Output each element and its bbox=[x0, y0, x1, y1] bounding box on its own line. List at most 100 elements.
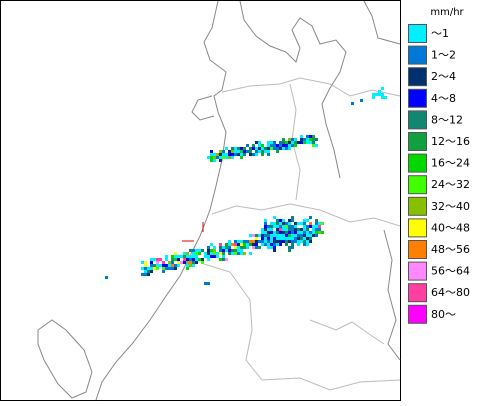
rain-cell bbox=[186, 258, 189, 261]
rain-cell bbox=[288, 141, 291, 144]
legend-label: ～1 bbox=[431, 27, 449, 40]
rain-cell bbox=[144, 270, 147, 273]
rain-cell bbox=[243, 246, 246, 249]
rain-cell bbox=[288, 231, 291, 234]
rain-cell bbox=[186, 267, 189, 270]
rain-cell bbox=[207, 255, 210, 258]
rain-cell bbox=[240, 153, 243, 156]
rain-cell bbox=[210, 159, 213, 162]
rain-cell bbox=[312, 141, 315, 144]
rain-cell bbox=[222, 249, 225, 252]
rain-cell bbox=[282, 219, 285, 222]
rain-cell bbox=[222, 156, 225, 159]
rain-cell bbox=[177, 255, 180, 258]
rain-cell bbox=[144, 267, 147, 270]
rain-cell bbox=[375, 93, 378, 96]
legend-label: 80～ bbox=[431, 308, 456, 321]
prefecture-border bbox=[309, 319, 385, 345]
rain-cell bbox=[294, 144, 297, 147]
rain-cell bbox=[309, 216, 312, 219]
rain-cell bbox=[279, 147, 282, 150]
rain-cell bbox=[261, 228, 264, 231]
rain-cell bbox=[309, 234, 312, 237]
rain-cell bbox=[297, 141, 300, 144]
rain-cell bbox=[228, 153, 231, 156]
rain-cell bbox=[309, 231, 312, 234]
rain-cell bbox=[213, 246, 216, 249]
rain-cell bbox=[303, 225, 306, 228]
rain-cell bbox=[150, 258, 153, 261]
rain-cell bbox=[270, 222, 273, 225]
rain-cell bbox=[153, 267, 156, 270]
rain-cell bbox=[321, 222, 324, 225]
rain-cell bbox=[261, 150, 264, 153]
rain-cell bbox=[165, 264, 168, 267]
rain-cell bbox=[300, 231, 303, 234]
legend-label: 64～80 bbox=[431, 286, 470, 299]
rain-cell bbox=[225, 156, 228, 159]
rain-cell bbox=[249, 240, 252, 243]
rain-cell bbox=[249, 243, 252, 246]
rain-cell bbox=[261, 147, 264, 150]
rain-cell bbox=[258, 150, 261, 153]
rain-cell bbox=[240, 252, 243, 255]
rain-cell bbox=[264, 219, 267, 222]
rain-cell bbox=[273, 240, 276, 243]
rain-cell bbox=[234, 153, 237, 156]
rain-cell bbox=[192, 252, 195, 255]
rain-cell bbox=[219, 156, 222, 159]
rain-cell bbox=[315, 144, 318, 147]
rain-cell bbox=[174, 255, 177, 258]
rain-cell bbox=[273, 144, 276, 147]
legend-label: 40～48 bbox=[431, 221, 470, 234]
rain-cell bbox=[261, 153, 264, 156]
legend-label: 24～32 bbox=[431, 178, 470, 191]
rain-cell bbox=[219, 159, 222, 162]
rain-cell bbox=[270, 228, 273, 231]
rain-cell bbox=[231, 147, 234, 150]
legend-label: 56～64 bbox=[431, 265, 470, 278]
rain-cell bbox=[234, 243, 237, 246]
rain-cell bbox=[195, 252, 198, 255]
rain-cell bbox=[297, 222, 300, 225]
rain-cell bbox=[276, 237, 279, 240]
rain-cell bbox=[306, 228, 309, 231]
rain-cell bbox=[183, 252, 186, 255]
rain-cell bbox=[306, 141, 309, 144]
rain-cell bbox=[276, 147, 279, 150]
prefecture-border bbox=[203, 263, 401, 391]
rain-cell bbox=[162, 261, 165, 264]
rain-cell bbox=[192, 261, 195, 264]
rain-cell bbox=[249, 234, 252, 237]
rain-cell bbox=[168, 264, 171, 267]
rain-cell bbox=[141, 261, 144, 264]
rain-cell bbox=[186, 261, 189, 264]
rain-cell bbox=[180, 255, 183, 258]
rain-cell bbox=[261, 144, 264, 147]
rain-cell bbox=[234, 150, 237, 153]
legend-label: 1～2 bbox=[431, 49, 456, 62]
rain-cell bbox=[267, 150, 270, 153]
rain-cell bbox=[318, 228, 321, 231]
rain-cell bbox=[252, 153, 255, 156]
rain-cell bbox=[147, 267, 150, 270]
rain-cell bbox=[285, 141, 288, 144]
legend-swatch bbox=[408, 240, 427, 259]
rain-cell bbox=[252, 243, 255, 246]
rain-cell bbox=[174, 252, 177, 255]
rain-cell bbox=[228, 240, 231, 243]
rain-cell bbox=[300, 138, 303, 141]
rain-cell bbox=[303, 240, 306, 243]
rain-cell bbox=[198, 249, 201, 252]
rain-cell bbox=[270, 240, 273, 243]
rain-cell bbox=[282, 240, 285, 243]
rain-cell bbox=[267, 225, 270, 228]
rain-cell bbox=[195, 258, 198, 261]
rain-cell bbox=[243, 243, 246, 246]
rain-cell bbox=[321, 231, 324, 234]
rain-cell bbox=[273, 243, 276, 246]
rain-cell bbox=[165, 267, 168, 270]
rain-cell bbox=[273, 147, 276, 150]
rain-cell bbox=[306, 231, 309, 234]
rain-cell bbox=[207, 249, 210, 252]
